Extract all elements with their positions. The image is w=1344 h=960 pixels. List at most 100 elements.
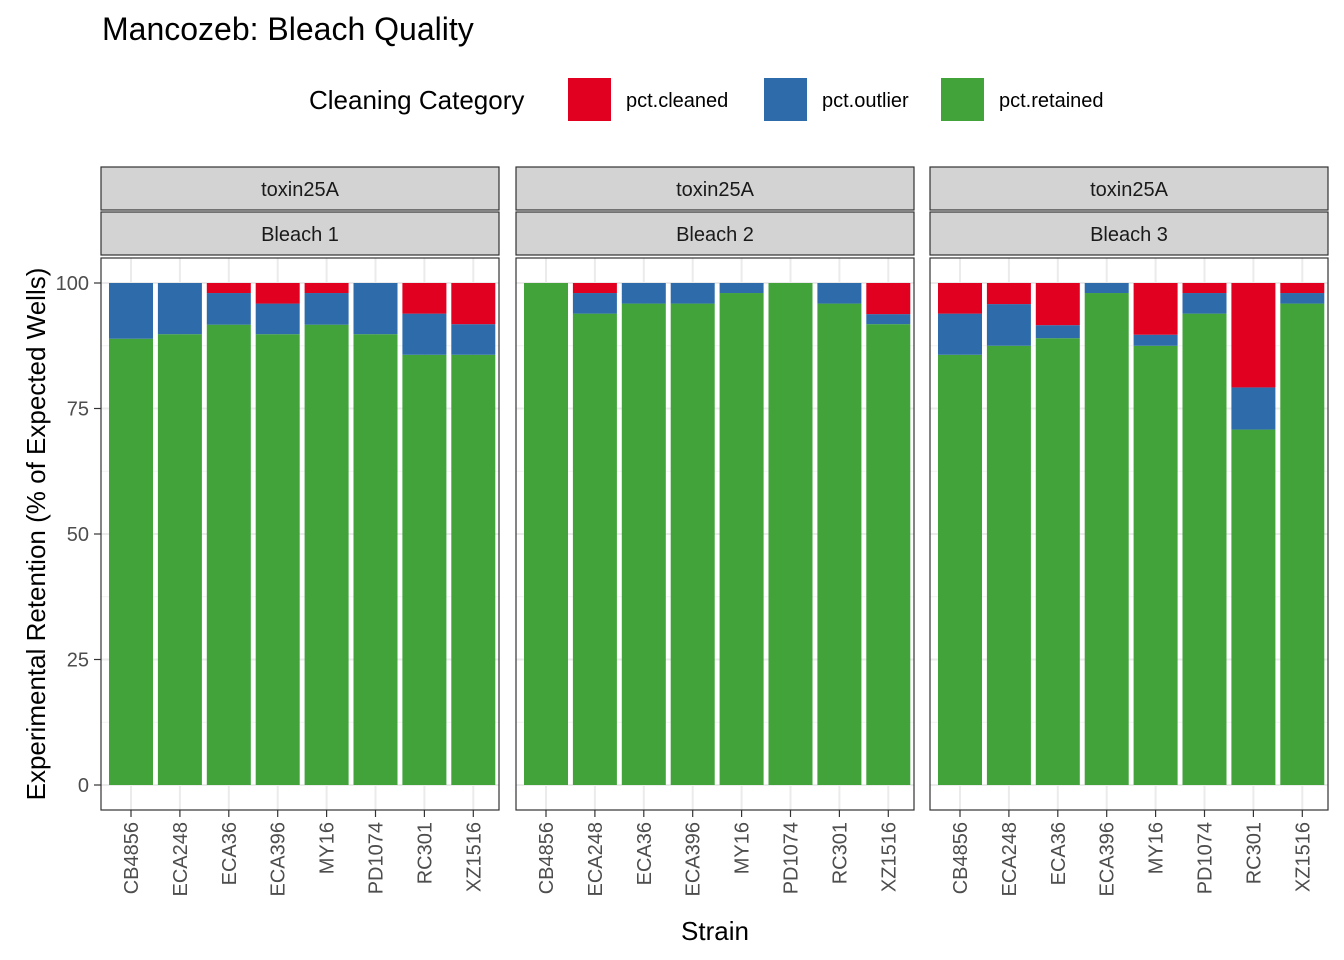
bar-pct-outlier-ECA248 [986, 304, 1031, 346]
bar-pct-outlier-CB4856 [109, 283, 153, 339]
x-tick-label: MY16 [1146, 822, 1168, 874]
bar-pct-retained-XZ1516 [1280, 303, 1325, 785]
bar-pct-cleaned-MY16 [1133, 283, 1178, 335]
legend-label-pct-cleaned: pct.cleaned [626, 90, 728, 112]
bar-pct-retained-XZ1516 [451, 354, 496, 785]
bar-pct-retained-RC301 [402, 354, 447, 785]
bar-pct-outlier-ECA248 [157, 283, 202, 335]
bar-pct-outlier-MY16 [719, 283, 764, 294]
bar-pct-outlier-RC301 [817, 283, 862, 304]
x-tick-label: CB4856 [121, 822, 143, 894]
bar-pct-outlier-PD1074 [353, 283, 398, 335]
facet-panels: toxin25A Bleach 1 CB4856 ECA248 ECA36 ECA396 M… [100, 166, 1329, 897]
bar-pct-outlier-ECA248 [572, 293, 617, 314]
panel-border [929, 257, 1329, 811]
bar-pct-outlier-ECA36 [206, 293, 251, 325]
bar-pct-cleaned-MY16 [304, 283, 349, 294]
x-tick-label: ECA396 [683, 822, 705, 897]
bar-pct-cleaned-RC301 [402, 283, 447, 314]
bar-pct-retained-RC301 [1231, 429, 1276, 785]
bar-pct-outlier-XZ1516 [1280, 293, 1325, 304]
bar-pct-retained-CB4856 [938, 354, 982, 785]
y-tick-label: 100 [56, 273, 89, 295]
strip-top-label: toxin25A [1090, 179, 1168, 201]
bar-pct-retained-MY16 [719, 293, 764, 785]
bar-pct-outlier-ECA396 [670, 283, 715, 304]
strip-top-label: toxin25A [261, 179, 339, 201]
legend-label-pct-outlier: pct.outlier [822, 90, 909, 112]
x-tick-label: ECA396 [268, 822, 290, 897]
bar-pct-outlier-MY16 [304, 293, 349, 325]
x-tick-label: XZ1516 [463, 822, 485, 892]
x-tick-label: ECA36 [219, 822, 241, 885]
bar-pct-outlier-ECA36 [1035, 325, 1080, 339]
bar-pct-outlier-ECA396 [255, 303, 300, 335]
x-axis: CB4856 ECA248 ECA36 ECA396 MY16 PD1074 RC301 XZ… [950, 810, 1314, 897]
bar-pct-retained-XZ1516 [866, 324, 911, 785]
bar-pct-cleaned-XZ1516 [866, 283, 911, 315]
legend-title: Cleaning Category [309, 85, 524, 115]
bar-pct-outlier-XZ1516 [451, 324, 496, 355]
bar-pct-retained-ECA248 [157, 334, 202, 785]
bar-pct-retained-MY16 [304, 324, 349, 785]
x-tick-label: ECA396 [1097, 822, 1119, 897]
bar-pct-retained-ECA248 [986, 345, 1031, 785]
x-tick-label: ECA248 [999, 822, 1021, 897]
bar-pct-cleaned-ECA396 [255, 283, 300, 304]
bar-pct-outlier-ECA396 [1084, 283, 1129, 294]
x-axis: CB4856 ECA248 ECA36 ECA396 MY16 PD1074 RC301 XZ… [121, 810, 485, 897]
bar-pct-cleaned-ECA248 [572, 283, 617, 294]
y-axis-title: Experimental Retention (% of Expected We… [21, 268, 51, 801]
bar-pct-retained-CB4856 [524, 283, 568, 785]
x-tick-label: ECA248 [170, 822, 192, 897]
y-tick-label: 0 [78, 775, 89, 797]
x-tick-label: RC301 [1243, 822, 1265, 884]
bar-pct-retained-PD1074 [768, 283, 813, 785]
bar-pct-retained-ECA396 [255, 334, 300, 785]
bar-pct-retained-ECA36 [1035, 338, 1080, 785]
y-axis: 0 25 50 75 100 [56, 273, 101, 797]
bar-pct-outlier-MY16 [1133, 334, 1178, 346]
x-tick-label: ECA36 [634, 822, 656, 885]
bar-pct-cleaned-ECA36 [1035, 283, 1080, 326]
strip-bottom-label: Bleach 2 [676, 224, 754, 246]
bar-pct-outlier-RC301 [1231, 387, 1276, 430]
bar-pct-retained-RC301 [817, 303, 862, 785]
bar-pct-retained-PD1074 [353, 334, 398, 785]
strip-bottom-label: Bleach 3 [1090, 224, 1168, 246]
bar-pct-outlier-XZ1516 [866, 314, 911, 325]
x-tick-label: CB4856 [950, 822, 972, 894]
legend-swatch-pct-retained [941, 78, 984, 121]
x-tick-label: ECA248 [585, 822, 607, 897]
bars [938, 283, 1325, 785]
bar-pct-retained-ECA396 [1084, 293, 1129, 785]
bar-pct-retained-PD1074 [1182, 313, 1227, 785]
bars [524, 283, 911, 785]
x-tick-label: RC301 [414, 822, 436, 884]
bar-pct-cleaned-PD1074 [1182, 283, 1227, 294]
legend-swatch-pct-cleaned [568, 78, 611, 121]
bar-pct-outlier-PD1074 [1182, 293, 1227, 314]
x-tick-label: PD1074 [1195, 822, 1217, 894]
x-tick-label: MY16 [317, 822, 339, 874]
bar-pct-retained-ECA36 [206, 324, 251, 785]
facet-panel-3: toxin25A Bleach 3 CB4856 ECA248 ECA36 ECA396 M… [929, 166, 1329, 897]
strip-bottom-1 [100, 211, 500, 256]
legend-entries: pct.cleaned pct.outlier pct.retained [568, 78, 1104, 121]
x-tick-label: XZ1516 [1292, 822, 1314, 892]
strip-bottom-label: Bleach 1 [261, 224, 339, 246]
x-tick-label: RC301 [829, 822, 851, 884]
bar-pct-outlier-CB4856 [938, 313, 982, 355]
facet-panel-1: toxin25A Bleach 1 CB4856 ECA248 ECA36 ECA396 M… [100, 166, 500, 897]
x-axis: CB4856 ECA248 ECA36 ECA396 MY16 PD1074 RC301 XZ… [536, 810, 900, 897]
x-axis-title: Strain [681, 916, 749, 946]
bars [109, 283, 496, 785]
y-tick-label: 25 [67, 650, 89, 672]
bar-pct-retained-ECA248 [572, 313, 617, 785]
x-tick-label: XZ1516 [878, 822, 900, 892]
bar-pct-retained-CB4856 [109, 338, 153, 785]
strip-top-label: toxin25A [676, 179, 754, 201]
x-tick-label: PD1074 [781, 822, 803, 894]
chart-title: Mancozeb: Bleach Quality [102, 11, 474, 47]
